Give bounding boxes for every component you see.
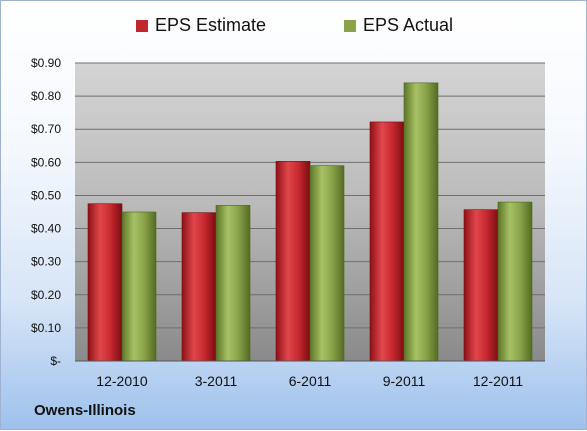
x-tick-label: 6-2011 [289, 373, 332, 389]
y-tick-label: $0.30 [31, 255, 61, 269]
x-tick-label: 12-2011 [473, 373, 524, 389]
legend-swatch-actual [343, 19, 356, 32]
y-tick-label: $0.40 [31, 222, 61, 236]
bar-eps-actual [215, 205, 251, 362]
bar-eps-actual [497, 201, 533, 362]
legend-item-estimate: EPS Estimate [135, 15, 266, 36]
bar-eps-estimate [463, 209, 499, 362]
y-tick-label: $0.80 [31, 89, 61, 103]
bar-eps-estimate [369, 121, 405, 362]
legend-item-actual: EPS Actual [343, 15, 454, 36]
bar-eps-actual [403, 82, 439, 362]
y-tick-label: $- [50, 354, 61, 368]
bar-eps-estimate [87, 203, 123, 362]
x-tick-label: 12-2010 [96, 373, 148, 389]
legend-swatch-estimate [135, 19, 148, 32]
y-tick-label: $0.90 [31, 56, 61, 70]
y-tick-label: $0.10 [31, 321, 61, 335]
bar-eps-actual [309, 165, 345, 362]
x-axis-ticks: 12-2010 3-2011 6-2011 9-2011 12-2011 [96, 373, 523, 389]
y-tick-label: $0.60 [31, 155, 61, 169]
x-tick-label: 9-2011 [383, 373, 426, 389]
y-tick-label: $0.70 [31, 122, 61, 136]
y-tick-label: $0.20 [31, 288, 61, 302]
bar-eps-estimate [181, 212, 217, 362]
bar-eps-estimate [275, 161, 311, 362]
y-axis-ticks: $- $0.10 $0.20 $0.30 $0.40 $0.50 $0.60 $0.70 $0.… [31, 56, 61, 368]
bar-eps-actual [121, 211, 157, 362]
legend-label-estimate: EPS Estimate [154, 15, 266, 35]
y-tick-label: $0.50 [31, 188, 61, 202]
x-tick-label: 3-2011 [195, 373, 238, 389]
chart-legend: EPS Estimate EPS Actual [1, 15, 587, 36]
legend-label-actual: EPS Actual [362, 15, 454, 35]
company-name: Owens-Illinois [34, 402, 136, 419]
